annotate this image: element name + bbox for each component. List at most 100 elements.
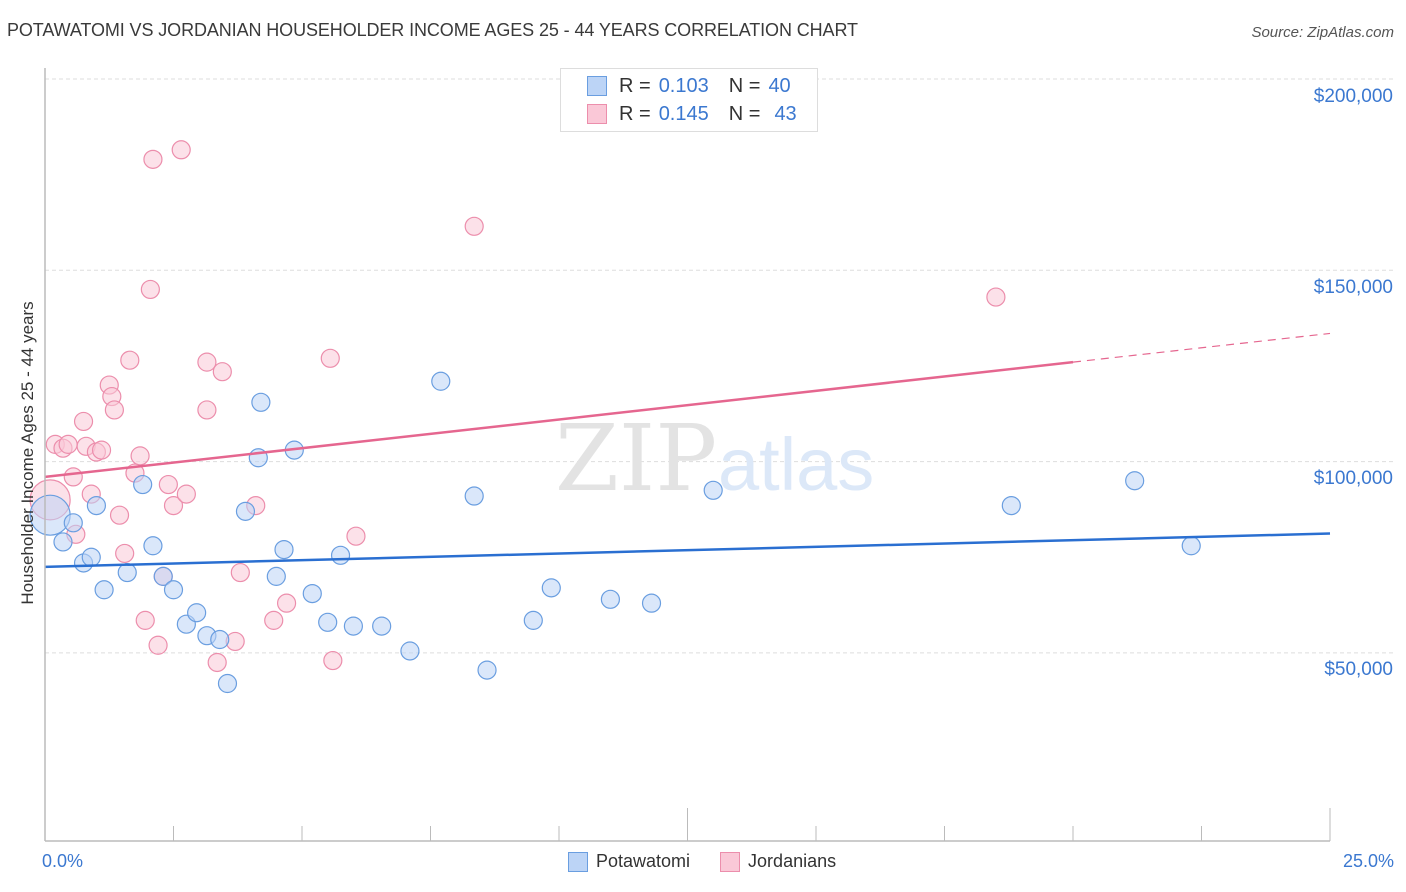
pink-swatch-icon	[720, 851, 741, 872]
y-tick-150k: $150,000	[1313, 277, 1393, 298]
jordanian-point[interactable]	[120, 350, 140, 370]
jordanian-point[interactable]	[264, 610, 284, 630]
potawatomi-point[interactable]	[266, 566, 286, 586]
n-label: N =	[728, 74, 761, 97]
potawatomi-point[interactable]	[431, 371, 451, 391]
potawatomi-point[interactable]	[274, 539, 294, 560]
jordanian-point[interactable]	[135, 610, 155, 630]
n-value: 43	[774, 102, 797, 125]
jordanian-point[interactable]	[197, 400, 217, 420]
r-label: R =	[619, 102, 651, 125]
potawatomi-point[interactable]	[600, 589, 621, 609]
potawatomi-point[interactable]	[541, 578, 561, 598]
potawatomi-point[interactable]	[53, 532, 73, 552]
potawatomi-point[interactable]	[1001, 495, 1021, 516]
potawatomi-point[interactable]	[477, 660, 497, 680]
n-value: 40	[768, 74, 791, 97]
jordanian-point[interactable]	[171, 140, 191, 160]
jordanian-point[interactable]	[986, 287, 1006, 307]
jordanian-point[interactable]	[207, 652, 227, 673]
watermark: ZIP atlas	[555, 405, 874, 512]
potawatomi-point[interactable]	[302, 583, 322, 604]
data-points	[29, 140, 1201, 694]
blue-swatch-icon	[587, 76, 607, 96]
potawatomi-point[interactable]	[210, 629, 230, 650]
jordanian-point[interactable]	[91, 440, 112, 460]
potawatomi-point[interactable]	[81, 547, 101, 567]
legend-label: Jordanians	[748, 851, 837, 871]
potawatomi-point[interactable]	[400, 641, 420, 661]
jordanian-point[interactable]	[130, 446, 150, 466]
potawatomi-point[interactable]	[94, 580, 114, 600]
potawatomi-point[interactable]	[117, 562, 137, 583]
watermark-atlas: atlas	[718, 423, 874, 506]
jordanian-point[interactable]	[163, 495, 184, 516]
potawatomi-point[interactable]	[641, 593, 662, 613]
chart-title: POTAWATOMI VS JORDANIAN HOUSEHOLDER INCO…	[7, 20, 858, 40]
potawatomi-point[interactable]	[1181, 536, 1201, 556]
potawatomi-point[interactable]	[372, 616, 392, 636]
jordanian-point[interactable]	[197, 352, 217, 372]
legend-label: Potawatomi	[596, 851, 691, 871]
jordanian-point[interactable]	[323, 650, 343, 671]
y-tick-50k: $50,000	[1324, 659, 1393, 680]
potawatomi-point[interactable]	[318, 612, 338, 632]
jordanian-point[interactable]	[63, 467, 83, 487]
jordanian-point[interactable]	[158, 474, 178, 495]
jordanian-point[interactable]	[115, 543, 135, 564]
legend-row-potawatomi: R = 0.103 N = 40	[587, 74, 791, 98]
potawatomi-point[interactable]	[464, 486, 484, 506]
potawatomi-point[interactable]	[143, 536, 163, 556]
series-legend: Potawatomi Jordanians	[568, 851, 866, 872]
potawatomi-point[interactable]	[153, 566, 173, 586]
potawatomi-point[interactable]	[86, 495, 107, 516]
pink-swatch-icon	[587, 104, 607, 124]
source-label: Source: ZipAtlas.com	[1251, 24, 1394, 41]
y-tick-100k: $100,000	[1313, 468, 1393, 489]
x-tick-min: 0.0%	[42, 851, 84, 871]
r-value: 0.145	[658, 102, 709, 125]
jordanian-trend-line	[44, 360, 1074, 479]
x-tick-max: 25.0%	[1342, 851, 1394, 871]
jordanian-point[interactable]	[276, 593, 297, 613]
potawatomi-point[interactable]	[133, 474, 153, 495]
potawatomi-point[interactable]	[523, 610, 543, 630]
jordanian-point[interactable]	[109, 505, 130, 525]
jordanian-point[interactable]	[58, 434, 78, 454]
y-tick-200k: $200,000	[1313, 86, 1393, 107]
watermark-zip: ZIP	[555, 405, 717, 512]
trend-lines	[44, 332, 1331, 569]
jordanian-point[interactable]	[346, 526, 366, 546]
potawatomi-point[interactable]	[235, 501, 256, 521]
r-label: R =	[619, 74, 651, 97]
potawatomi-point[interactable]	[343, 616, 363, 636]
jordanian-point[interactable]	[320, 348, 340, 368]
r-value: 0.103	[658, 74, 709, 97]
jordanian-point[interactable]	[104, 400, 124, 420]
jordanian-point[interactable]	[212, 362, 232, 382]
jordanian-point[interactable]	[140, 279, 160, 300]
jordanian-point[interactable]	[230, 562, 250, 583]
jordanian-point[interactable]	[73, 411, 94, 432]
jordanian-point[interactable]	[148, 635, 168, 655]
potawatomi-point[interactable]	[703, 480, 723, 500]
legend-row-jordanians: R = 0.145 N = 43	[587, 102, 797, 126]
legend-item-jordanians[interactable]: Jordanians	[720, 851, 836, 872]
potawatomi-trend-line	[44, 532, 1331, 569]
potawatomi-point[interactable]	[63, 513, 83, 533]
n-label: N =	[728, 102, 761, 125]
blue-swatch-icon	[568, 851, 588, 872]
jordanian-point[interactable]	[176, 484, 196, 504]
potawatomi-point[interactable]	[330, 545, 351, 565]
potawatomi-point[interactable]	[1125, 471, 1145, 491]
legend-item-potawatomi[interactable]: Potawatomi	[568, 851, 690, 872]
potawatomi-point[interactable]	[251, 392, 271, 412]
jordanian-trend-extension	[1072, 332, 1331, 363]
potawatomi-point[interactable]	[163, 580, 184, 600]
axes	[44, 68, 1331, 842]
potawatomi-point[interactable]	[217, 673, 238, 694]
jordanian-point[interactable]	[464, 216, 484, 236]
jordanian-point[interactable]	[143, 149, 163, 169]
potawatomi-point[interactable]	[187, 603, 207, 623]
